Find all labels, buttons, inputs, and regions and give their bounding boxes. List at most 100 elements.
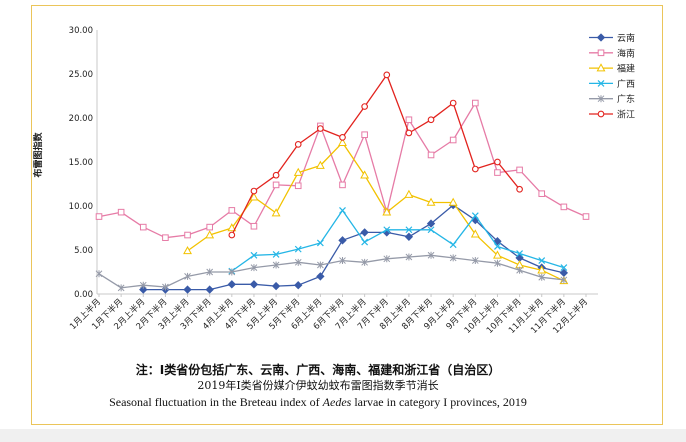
- series-3-point: [360, 170, 370, 179]
- series-4-point: [560, 264, 568, 272]
- legend-label: 广东: [617, 93, 635, 105]
- series-6-point: [317, 125, 324, 132]
- series-3-point: [470, 229, 480, 238]
- figure-title-en-italic: Aedes: [322, 395, 352, 409]
- series-2-point: [184, 231, 191, 239]
- series-4-point: [494, 243, 501, 250]
- legend-label: 云南: [617, 32, 635, 44]
- series-2-point: [560, 203, 568, 211]
- series-3-point: [293, 167, 303, 176]
- figure-title-en-part1: Seasonal fluctuation in the Breteau inde…: [109, 395, 323, 409]
- series-4-point: [405, 226, 413, 234]
- figure-title-en: Seasonal fluctuation in the Breteau inde…: [0, 395, 636, 409]
- series-4-point: [316, 239, 324, 247]
- series-4-line: [231, 209, 565, 272]
- series-5-line: [98, 254, 564, 289]
- series-2-point: [139, 223, 147, 231]
- y-tick-label: 20.00: [69, 114, 93, 124]
- series-1-point: [493, 237, 502, 246]
- legend-label: 福建: [617, 63, 635, 75]
- series-3-line: [187, 141, 565, 282]
- series-2-group: [95, 99, 590, 241]
- series-1-point: [227, 280, 236, 289]
- series-6-point: [405, 129, 413, 137]
- series-2-point: [117, 208, 125, 216]
- series-3-point: [205, 230, 215, 239]
- series-6-point: [516, 185, 523, 193]
- legend-item: 广东: [589, 93, 635, 105]
- series-5-point: [139, 281, 147, 289]
- legend-item: 浙江: [589, 109, 635, 121]
- series-1-point: [426, 219, 436, 228]
- series-5-point: [184, 272, 191, 280]
- series-3-point: [315, 160, 325, 169]
- figure-note: 注：I类省份包括广东、云南、广西、海南、福建和浙江省（自治区）: [135, 363, 501, 377]
- series-3-point: [382, 207, 392, 216]
- series-1-point: [404, 232, 414, 241]
- legend-triangle-marker-icon: [596, 63, 606, 72]
- series-5-point: [206, 268, 214, 276]
- series-4-point: [272, 250, 280, 258]
- series-3-point: [271, 208, 281, 217]
- series-5-point: [361, 258, 368, 266]
- chart-series: [95, 71, 590, 294]
- series-2-line: [98, 102, 587, 239]
- series-3-point: [404, 189, 414, 198]
- series-1-group: [139, 200, 569, 294]
- series-4-point: [361, 238, 369, 246]
- series-6-point: [449, 99, 457, 107]
- series-2-point: [405, 116, 413, 124]
- series-2-point: [95, 213, 103, 220]
- legend-circle-marker-icon: [597, 110, 605, 118]
- series-3-point: [493, 250, 502, 259]
- y-tick-label: 25.00: [69, 70, 93, 80]
- legend-item: 福建: [589, 63, 635, 75]
- series-5-point: [95, 270, 103, 278]
- legend-label: 海南: [617, 47, 635, 59]
- series-2-point: [516, 166, 523, 174]
- page-bottom-band: [0, 429, 686, 442]
- y-tick-label: 15.00: [69, 158, 93, 168]
- series-6-point: [294, 141, 302, 148]
- series-2-point: [361, 131, 368, 139]
- series-4-point: [339, 206, 346, 214]
- series-2-point: [339, 181, 346, 189]
- series-5-point: [117, 284, 125, 292]
- legend-asterisk-marker-icon: [597, 95, 605, 103]
- series-6-point: [339, 134, 346, 141]
- series-3-point: [183, 246, 192, 255]
- line-chart: 0.005.0010.0015.0020.0025.0030.001月上半月1月…: [32, 26, 635, 336]
- series-4-point: [294, 245, 302, 253]
- legend-square-marker-icon: [597, 49, 605, 57]
- legend-item: 海南: [589, 47, 635, 59]
- series-5-point: [516, 266, 523, 274]
- series-5-point: [162, 283, 169, 291]
- series-6-point: [471, 165, 479, 173]
- series-4-point: [471, 212, 479, 220]
- series-3-group: [183, 137, 569, 285]
- series-6-point: [427, 116, 435, 124]
- legend-label: 广西: [617, 78, 635, 90]
- series-3-point: [249, 192, 259, 201]
- series-5-point: [250, 264, 258, 272]
- series-5-point: [294, 258, 302, 266]
- series-5-point: [449, 254, 457, 262]
- series-6-point: [494, 158, 501, 166]
- series-5-group: [95, 251, 568, 292]
- series-3-point: [338, 137, 347, 146]
- series-4-point: [449, 241, 457, 249]
- series-4-point: [516, 250, 524, 257]
- series-1-point: [249, 280, 259, 289]
- series-1-line: [143, 204, 565, 291]
- series-6-point: [361, 103, 368, 110]
- series-2-point: [427, 151, 435, 159]
- series-5-point: [405, 253, 413, 261]
- series-4-group: [228, 206, 568, 275]
- series-2-point: [162, 234, 169, 241]
- series-2-point: [250, 222, 258, 230]
- series-4-point: [538, 257, 546, 264]
- series-5-point: [272, 261, 280, 269]
- figure-title-en-part2: larvae in category I provinces, 2019: [351, 395, 527, 409]
- series-4-point: [427, 226, 435, 234]
- series-6-point: [272, 171, 280, 179]
